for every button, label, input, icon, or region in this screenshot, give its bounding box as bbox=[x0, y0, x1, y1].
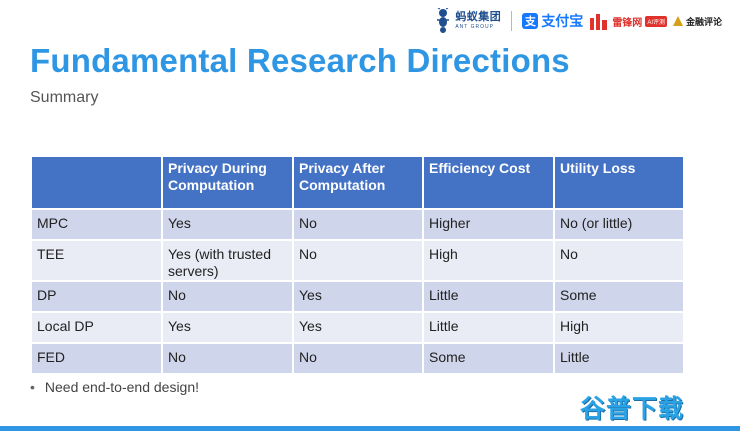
table-cell: MPC bbox=[30, 208, 163, 241]
slide-title: Fundamental Research Directions bbox=[30, 42, 570, 79]
table-row: Local DP Yes Yes Little High bbox=[30, 311, 685, 344]
bullet-point: • Need end-to-end design! bbox=[30, 379, 199, 395]
logo-divider bbox=[511, 11, 513, 31]
table-header-row: Privacy During Computation Privacy After… bbox=[30, 155, 685, 210]
header-cell-corner bbox=[30, 155, 163, 210]
jinrong-logo: 金融评论 bbox=[672, 15, 722, 28]
watermark-text: 谷普下载 bbox=[579, 395, 684, 423]
table-cell: No bbox=[292, 342, 424, 375]
table-cell: Local DP bbox=[30, 311, 163, 344]
table-cell: Yes bbox=[161, 311, 294, 344]
bottom-accent-bar bbox=[0, 426, 740, 431]
bullet-text: Need end-to-end design! bbox=[44, 379, 200, 395]
table-cell: Little bbox=[422, 280, 555, 313]
ant-group-cn: 蚂蚁集团 bbox=[455, 11, 502, 23]
leifeng-badge: AI评测 bbox=[645, 15, 667, 27]
ant-group-logo: 蚂蚁集团 ANT GROUP bbox=[434, 8, 501, 34]
header-privacy-after: Privacy After Computation bbox=[292, 155, 424, 210]
table-cell: DP bbox=[30, 280, 163, 313]
table-cell: FED bbox=[30, 342, 163, 375]
triangle-icon bbox=[672, 16, 683, 26]
alipay-logo: 支 支付宝 bbox=[522, 11, 583, 31]
table-cell: TEE bbox=[30, 239, 163, 282]
table-cell: Higher bbox=[422, 208, 555, 241]
table-cell: No bbox=[292, 239, 424, 282]
table-row: TEE Yes (with trusted servers) No High N… bbox=[30, 239, 685, 282]
ant-icon bbox=[437, 8, 450, 33]
header-efficiency-cost: Efficiency Cost bbox=[422, 155, 555, 210]
jinrong-text: 金融评论 bbox=[685, 16, 722, 27]
table-cell: Some bbox=[422, 342, 555, 375]
leifeng-text: 雷锋网 bbox=[612, 17, 643, 29]
table-cell: No bbox=[553, 239, 685, 282]
table-cell: Little bbox=[553, 342, 685, 375]
table-row: MPC Yes No Higher No (or little) bbox=[30, 208, 685, 241]
table-cell: High bbox=[553, 311, 685, 344]
ant-group-en: ANT GROUP bbox=[455, 24, 494, 30]
table-cell: No bbox=[292, 208, 424, 241]
table-cell: Yes bbox=[292, 280, 424, 313]
table-cell: Yes (with trusted servers) bbox=[161, 239, 294, 282]
partner-logos: 蚂蚁集团 ANT GROUP 支 支付宝 雷锋网 AI评测 金融评论 bbox=[434, 4, 722, 38]
table-cell: Little bbox=[422, 311, 555, 344]
table-cell: Some bbox=[553, 280, 685, 313]
table-cell: No (or little) bbox=[553, 208, 685, 241]
table-cell: Yes bbox=[161, 208, 294, 241]
comparison-table-container: Privacy During Computation Privacy After… bbox=[30, 155, 685, 375]
alipay-text: 支付宝 bbox=[541, 13, 584, 29]
table-row: FED No No Some Little bbox=[30, 342, 685, 375]
table-row: DP No Yes Little Some bbox=[30, 280, 685, 313]
comparison-table: Privacy During Computation Privacy After… bbox=[30, 155, 685, 375]
header-privacy-during: Privacy During Computation bbox=[161, 155, 294, 210]
header-utility-loss: Utility Loss bbox=[553, 155, 685, 210]
table-cell: No bbox=[161, 280, 294, 313]
leifeng-logo: 雷锋网 AI评测 bbox=[589, 12, 667, 30]
alipay-icon: 支 bbox=[522, 13, 539, 29]
table-cell: Yes bbox=[292, 311, 424, 344]
leifeng-icon bbox=[590, 14, 608, 30]
slide-subtitle: Summary bbox=[30, 89, 99, 106]
table-cell: No bbox=[161, 342, 294, 375]
bullet-dot: • bbox=[30, 379, 35, 395]
table-cell: High bbox=[422, 239, 555, 282]
